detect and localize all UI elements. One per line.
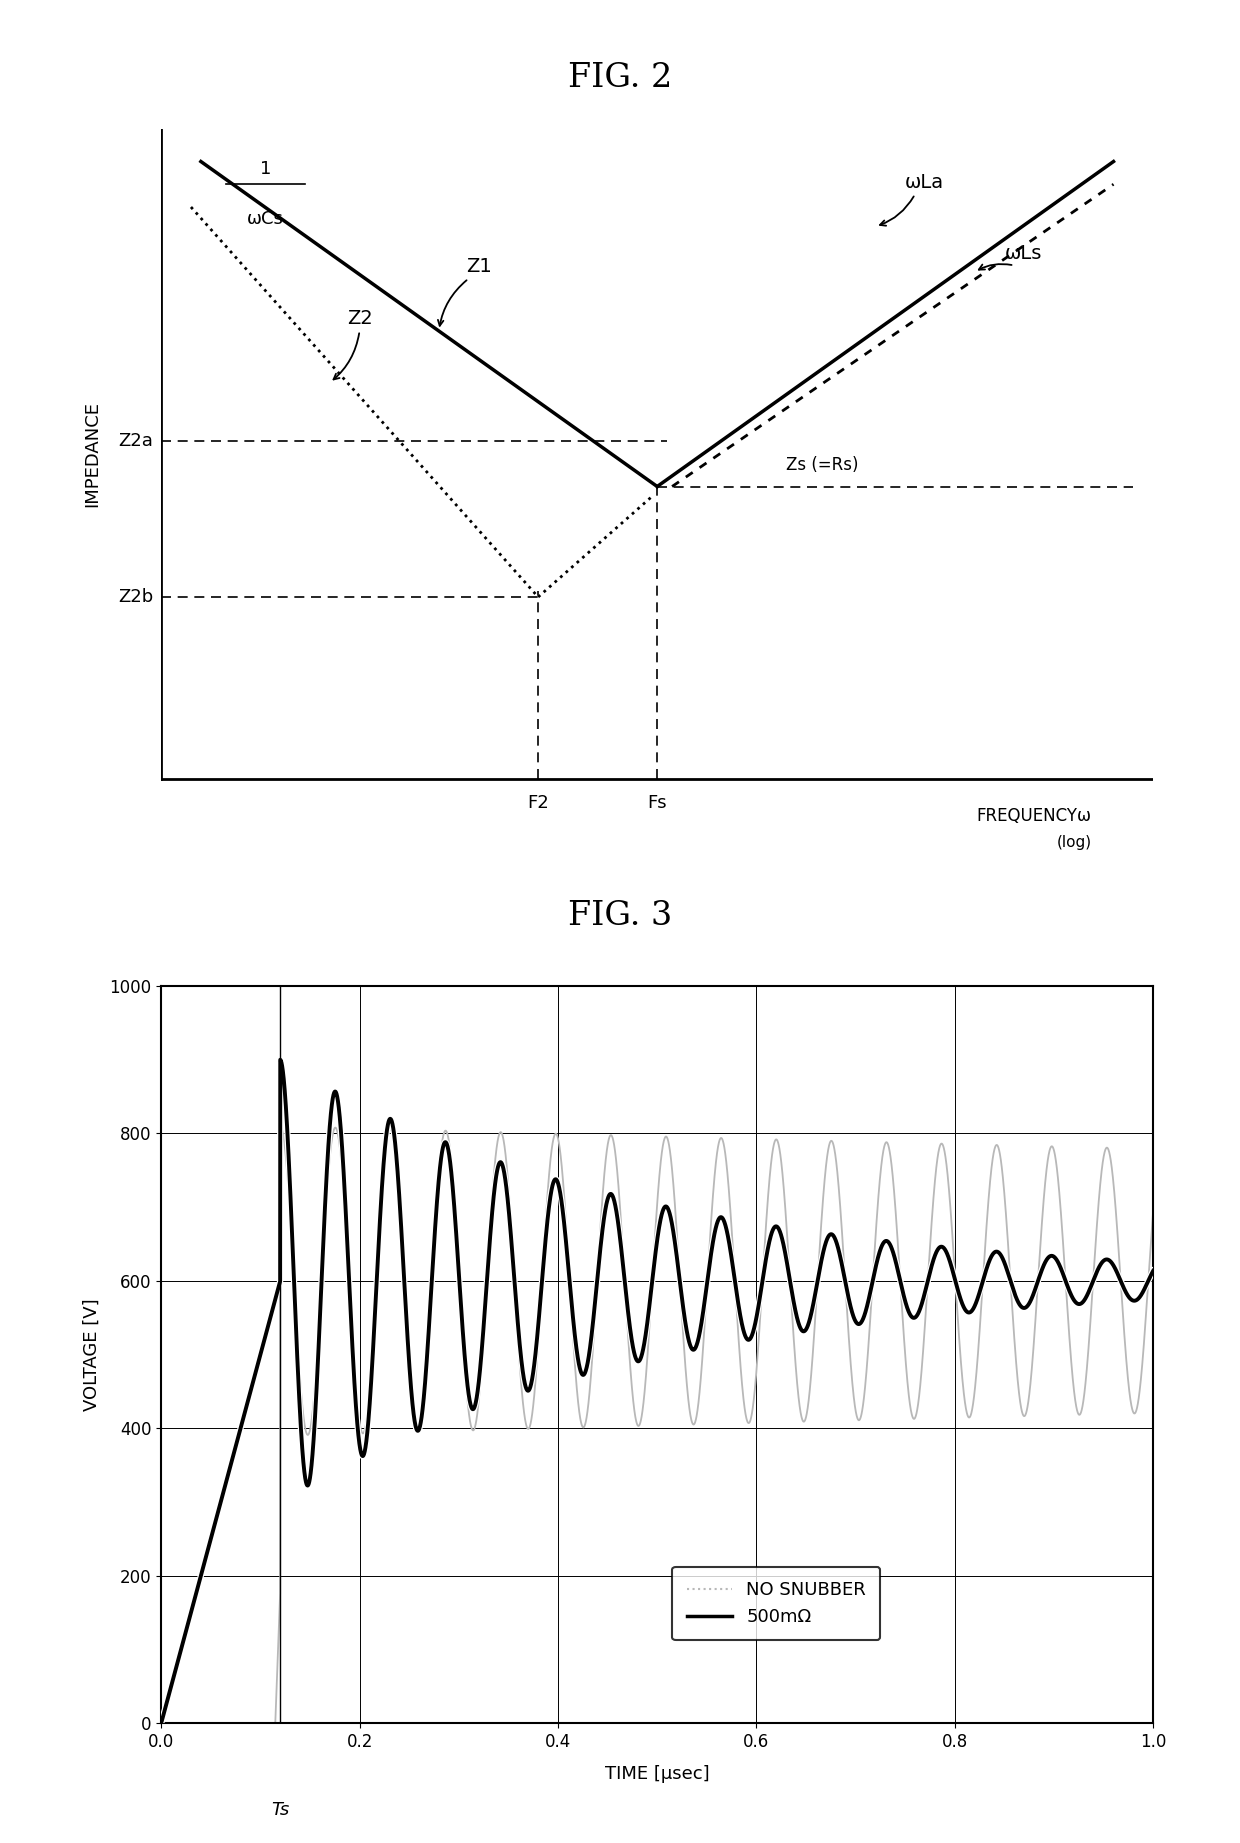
Text: Z2b: Z2b — [118, 588, 154, 606]
Text: Z1: Z1 — [466, 256, 491, 276]
NO SNUBBER — [784, 1294, 799, 1316]
Legend: NO SNUBBER, 500mΩ: NO SNUBBER, 500mΩ — [672, 1567, 880, 1640]
Text: FIG. 3: FIG. 3 — [568, 899, 672, 933]
Y-axis label: VOLTAGE [V]: VOLTAGE [V] — [83, 1297, 100, 1412]
Text: F2: F2 — [527, 794, 549, 813]
NO SNUBBER — [513, 1364, 528, 1386]
Text: ωLs: ωLs — [1004, 243, 1042, 264]
Text: IMPEDANCE: IMPEDANCE — [83, 402, 100, 507]
Text: ωCs: ωCs — [247, 210, 284, 229]
Text: Fs: Fs — [647, 794, 667, 813]
Line: NO SNUBBER: NO SNUBBER — [161, 1126, 1153, 1723]
Text: 1: 1 — [259, 160, 272, 177]
NO SNUBBER — [154, 1712, 169, 1734]
NO SNUBBER — [740, 1412, 755, 1434]
Text: FREQUENCYω: FREQUENCYω — [977, 807, 1091, 826]
NO SNUBBER — [1146, 1200, 1161, 1222]
NO SNUBBER — [942, 1187, 957, 1209]
Text: Z2: Z2 — [347, 310, 372, 328]
X-axis label: TIME [μsec]: TIME [μsec] — [605, 1766, 709, 1782]
NO SNUBBER — [203, 1712, 218, 1734]
Text: Ts: Ts — [272, 1801, 289, 1819]
Text: FIG. 2: FIG. 2 — [568, 61, 672, 94]
NO SNUBBER — [273, 1115, 288, 1137]
Text: ωLa: ωLa — [905, 173, 945, 192]
Text: (log): (log) — [1056, 835, 1091, 850]
Text: Z2a: Z2a — [118, 431, 154, 450]
Text: Zs (=Rs): Zs (=Rs) — [786, 457, 858, 474]
NO SNUBBER — [889, 1216, 904, 1238]
